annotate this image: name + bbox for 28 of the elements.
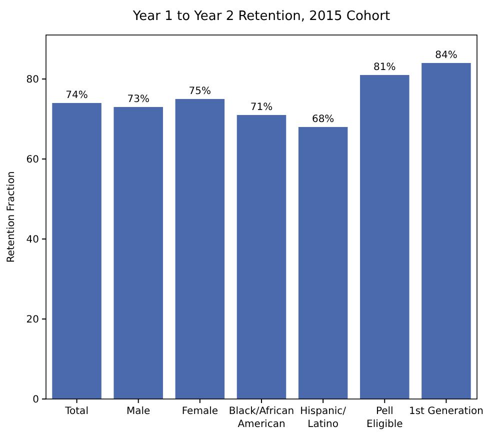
- x-tick-label: Black/African American: [228, 406, 294, 430]
- bar: [114, 107, 163, 399]
- y-tick-label: 0: [32, 394, 39, 406]
- x-tick-label: Hispanic/ Latino: [300, 406, 347, 430]
- y-tick-label: 20: [26, 314, 39, 326]
- y-tick-label: 60: [26, 154, 39, 166]
- bar: [52, 103, 102, 399]
- data-label: 84%: [435, 50, 458, 61]
- data-label: 73%: [127, 94, 150, 105]
- data-label: 71%: [250, 102, 273, 113]
- x-tick-label: Total: [64, 406, 88, 417]
- bar: [298, 127, 348, 399]
- bar: [422, 63, 471, 399]
- y-axis-title: Retention Fraction: [6, 171, 17, 263]
- data-label: 68%: [312, 114, 334, 125]
- x-tick-label: 1st Generation: [408, 406, 484, 417]
- data-label: 74%: [66, 90, 88, 101]
- bar: [236, 115, 286, 399]
- x-tick-label: Female: [182, 406, 218, 417]
- y-tick-label: 40: [26, 234, 39, 246]
- bar: [360, 75, 410, 399]
- x-tick-label: Pell Eligible: [366, 406, 403, 430]
- bar: [175, 99, 225, 399]
- data-label: 75%: [188, 86, 212, 97]
- x-tick-label: Male: [126, 406, 150, 417]
- y-tick-label: 80: [26, 74, 39, 86]
- chart-title: Year 1 to Year 2 Retention, 2015 Cohort: [132, 9, 390, 24]
- data-label: 81%: [374, 62, 396, 73]
